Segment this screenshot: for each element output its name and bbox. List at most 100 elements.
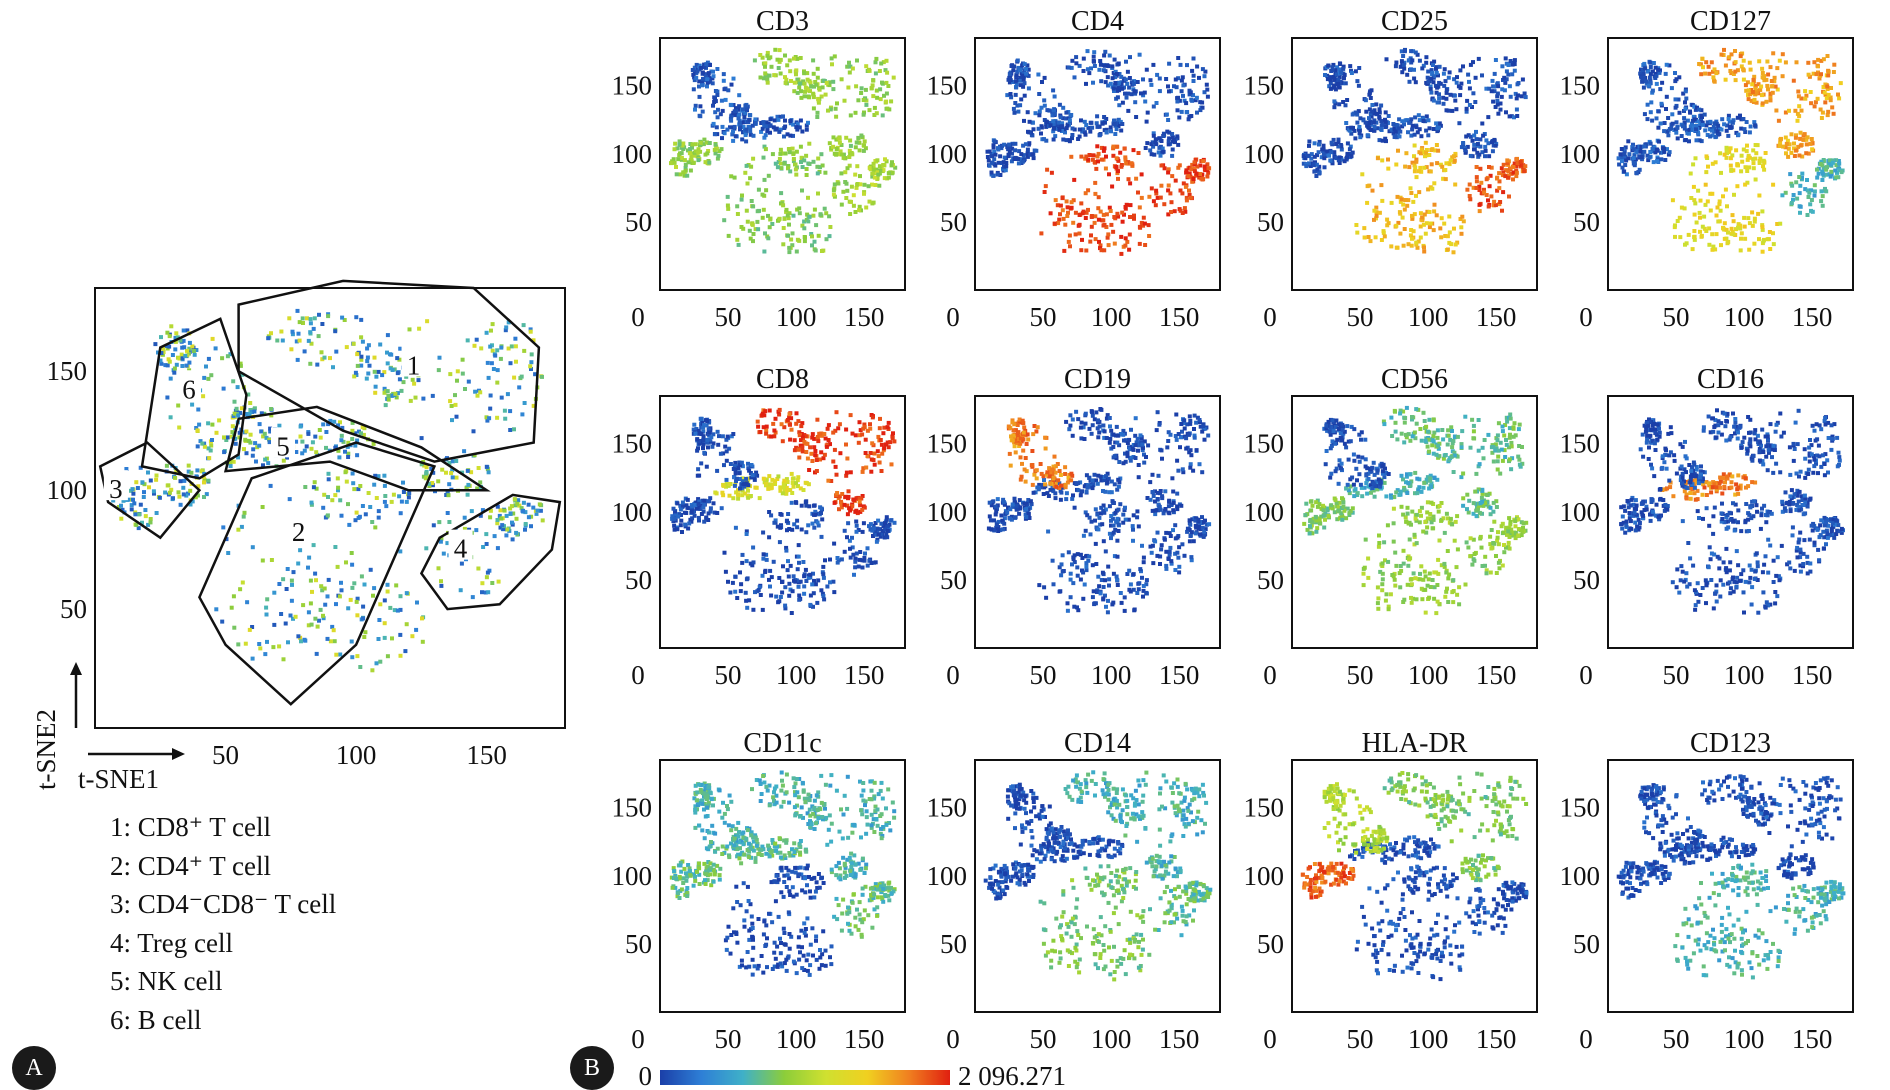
cell-point — [313, 434, 318, 439]
cell-point — [304, 444, 309, 449]
cell-point — [1337, 75, 1342, 80]
cell-point — [154, 473, 159, 478]
cell-point — [1016, 65, 1021, 70]
cell-point — [1409, 49, 1414, 54]
cell-point — [1013, 101, 1018, 105]
cell-point — [815, 171, 820, 176]
cell-point — [716, 107, 720, 112]
cell-point — [1086, 157, 1091, 162]
cell-point — [690, 142, 695, 147]
cell-point — [364, 376, 369, 381]
cell-point — [719, 506, 724, 511]
x-tick-label: 150 — [1792, 302, 1833, 332]
cell-point — [353, 370, 358, 375]
cell-point — [187, 346, 192, 351]
cell-point — [1766, 87, 1770, 92]
cell-point — [756, 187, 761, 192]
cell-point — [154, 477, 159, 482]
cell-point — [1374, 210, 1379, 215]
cell-point — [181, 492, 186, 497]
cell-point — [447, 460, 452, 465]
cell-point — [1719, 170, 1723, 175]
cell-point — [260, 558, 265, 563]
cell-point — [797, 85, 802, 90]
cell-point — [1072, 177, 1077, 182]
cell-point — [1443, 234, 1448, 238]
cell-point — [782, 216, 787, 221]
cell-point — [807, 95, 812, 100]
cell-point — [1752, 97, 1757, 102]
cell-point — [1692, 234, 1697, 239]
cell-point — [779, 201, 783, 206]
cell-point — [834, 151, 839, 156]
cell-point — [529, 352, 534, 357]
cell-point — [1006, 152, 1011, 157]
cell-point — [1492, 137, 1497, 142]
cell-point — [697, 113, 702, 118]
cell-point — [1417, 169, 1421, 174]
cell-point — [764, 424, 769, 429]
cell-point — [1747, 130, 1752, 135]
cell-point — [357, 514, 362, 519]
cell-point — [1336, 77, 1341, 82]
cell-point — [1385, 217, 1390, 222]
cell-point — [842, 502, 847, 507]
cell-point — [389, 393, 394, 398]
cell-point — [1825, 113, 1830, 118]
cell-point — [1434, 90, 1439, 95]
cell-point — [470, 595, 475, 600]
cell-point — [1073, 210, 1078, 215]
cell-point — [1037, 109, 1042, 114]
cell-point — [1504, 69, 1509, 74]
cell-point — [1175, 108, 1180, 113]
cell-point — [700, 83, 704, 88]
cell-point — [865, 428, 870, 433]
cell-point — [1355, 230, 1360, 235]
cell-point — [1192, 160, 1197, 165]
cell-point — [871, 534, 875, 538]
cell-point — [683, 166, 688, 170]
cell-point — [736, 242, 741, 247]
cell-point — [259, 411, 264, 416]
cell-point — [307, 555, 312, 560]
cell-point — [1120, 122, 1125, 126]
cell-point — [382, 386, 387, 391]
cell-point — [308, 601, 313, 606]
cell-point — [1758, 156, 1763, 161]
cell-point — [398, 632, 403, 637]
cell-point — [1743, 236, 1748, 241]
cell-point — [1134, 176, 1139, 181]
cell-point — [488, 406, 493, 411]
cell-point — [727, 482, 732, 487]
cell-point — [257, 443, 262, 448]
cell-point — [885, 425, 890, 430]
cell-point — [1017, 149, 1022, 154]
cell-point — [1788, 172, 1793, 177]
cell-point — [301, 603, 306, 608]
cell-point — [316, 334, 321, 339]
cell-point — [1507, 84, 1512, 89]
cell-point — [721, 493, 726, 498]
cluster-label-bg — [103, 470, 128, 501]
cell-point — [854, 523, 859, 528]
cell-point — [1030, 152, 1035, 157]
cell-point — [892, 439, 897, 444]
cell-point — [1096, 195, 1101, 200]
cell-point — [1631, 142, 1635, 147]
cell-point — [797, 560, 801, 565]
cell-point — [1412, 154, 1416, 159]
cell-point — [517, 503, 522, 508]
cell-point — [1694, 220, 1699, 225]
cell-point — [1076, 137, 1081, 141]
cell-point — [1324, 149, 1329, 154]
cell-point — [167, 334, 172, 339]
cell-point — [1331, 85, 1336, 90]
y-tick-label: 50 — [1257, 207, 1284, 237]
x-tick-label: 0 — [946, 302, 960, 332]
cell-point — [528, 327, 533, 332]
cell-point — [476, 566, 481, 571]
cell-point — [827, 141, 832, 146]
cell-point — [1329, 150, 1334, 155]
cell-point — [1060, 208, 1065, 213]
cell-point — [746, 495, 751, 500]
